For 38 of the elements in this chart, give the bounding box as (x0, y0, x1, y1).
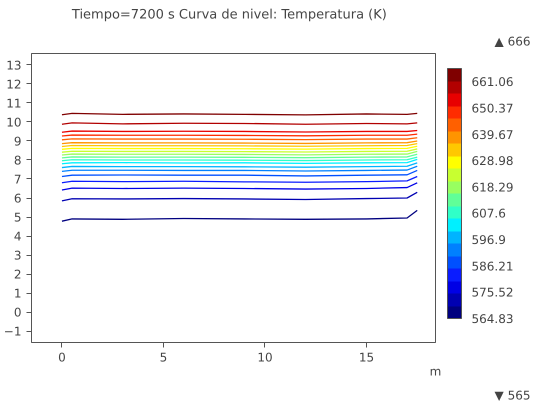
y-tick-label: 8 (14, 153, 22, 168)
y-tick-label: 11 (6, 96, 22, 110)
chart-title: Tiempo=7200 s Curva de nivel: Temperatura (K) (70, 8, 387, 22)
color-bar-label: 575.52 (472, 286, 514, 300)
y-tick-label: 1 (14, 286, 22, 301)
text: ▼ 565 (494, 388, 531, 402)
y-tick-label: 13 (6, 58, 22, 72)
color-bar-label: 618.29 (472, 180, 514, 194)
text: ▲ 666 (494, 34, 531, 48)
y-tick-label: 0 (14, 306, 22, 320)
y-tick-label: 12 (6, 77, 22, 92)
y-tick-label: 3 (14, 248, 22, 263)
y-tick-label: 7 (14, 172, 22, 186)
line-series (61, 182, 418, 191)
color-bar-label: 564.83 (472, 312, 514, 326)
x-tick-label: 0 (58, 350, 66, 364)
line-series (61, 176, 418, 184)
x-axis-title: m (430, 364, 442, 378)
line-series (61, 210, 418, 222)
y-tick-label: 2 (14, 268, 22, 282)
color-bar-label: 607.6 (472, 206, 506, 221)
color-bar-label: 650.37 (472, 101, 514, 116)
line-series (61, 192, 418, 202)
y-tick-label: 6 (14, 192, 22, 206)
color-bar-label: 639.67 (472, 128, 514, 142)
color-bar-label: 596.9 (472, 233, 506, 248)
line-series (61, 170, 418, 178)
color-bar-label: 628.98 (472, 154, 514, 168)
y-tick-label: −1 (4, 324, 22, 339)
color-bar-label: 661.06 (472, 75, 514, 90)
color-bar-label: 586.21 (472, 259, 514, 274)
x-tick-label: 5 (160, 350, 168, 364)
x-tick-label: 15 (358, 350, 374, 364)
y-tick-label: 10 (6, 115, 22, 130)
x-tick-label: 10 (257, 350, 273, 364)
y-tick-label: 4 (14, 230, 22, 244)
y-tick-label: 5 (14, 210, 22, 225)
y-tick-label: 9 (14, 134, 22, 148)
